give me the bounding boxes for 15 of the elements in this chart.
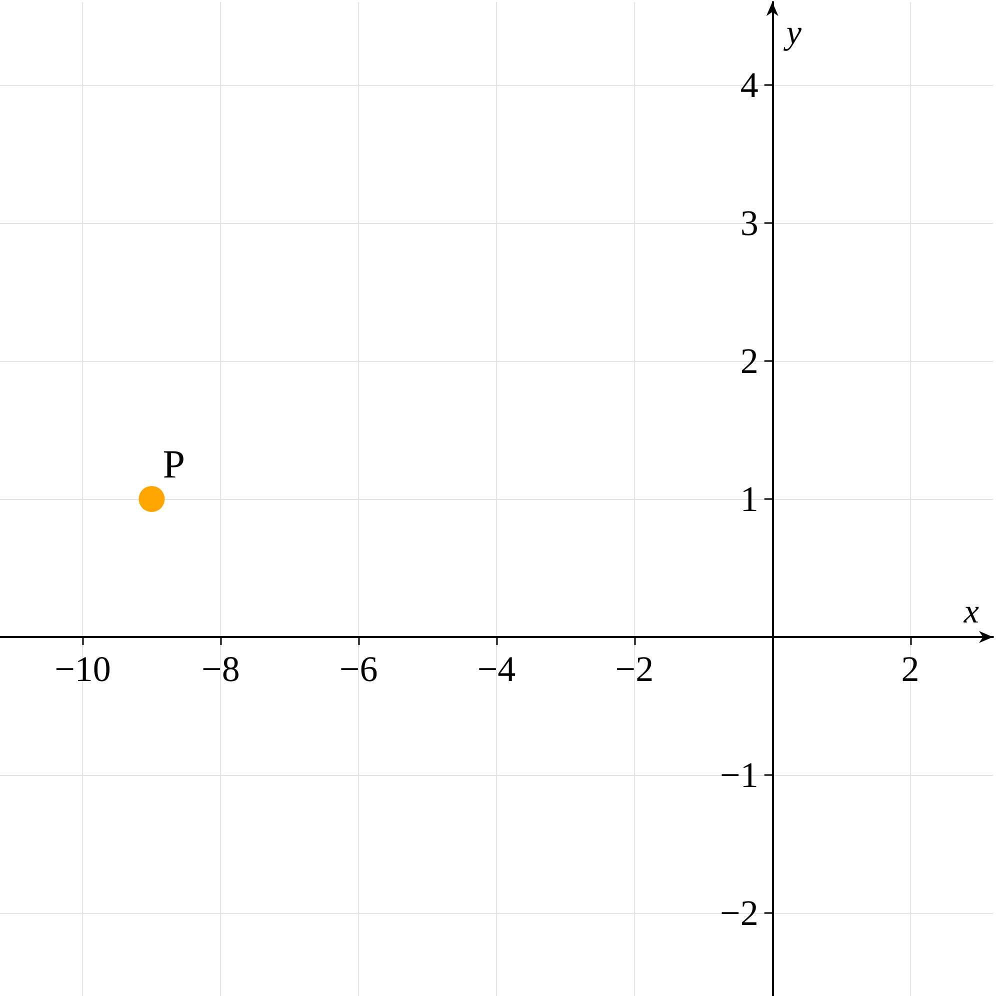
y-tick-label: 2 xyxy=(740,340,758,381)
x-tick-label: −8 xyxy=(202,649,240,690)
series-label: P xyxy=(162,442,185,486)
y-tick-label: 1 xyxy=(740,479,758,519)
x-tick-label: 2 xyxy=(901,649,920,690)
x-axis-title: x xyxy=(962,594,979,631)
y-tick-label: 3 xyxy=(740,202,758,243)
x-tick-label: −4 xyxy=(477,649,516,690)
y-tick-label: −1 xyxy=(720,755,758,796)
x-tick-label: −6 xyxy=(339,649,378,690)
y-tick-label: 4 xyxy=(740,64,758,105)
x-tick-label: −10 xyxy=(54,649,111,690)
x-tick-label: −2 xyxy=(615,649,654,690)
y-axis-title: y xyxy=(783,14,802,52)
y-tick-label: −2 xyxy=(720,893,758,934)
